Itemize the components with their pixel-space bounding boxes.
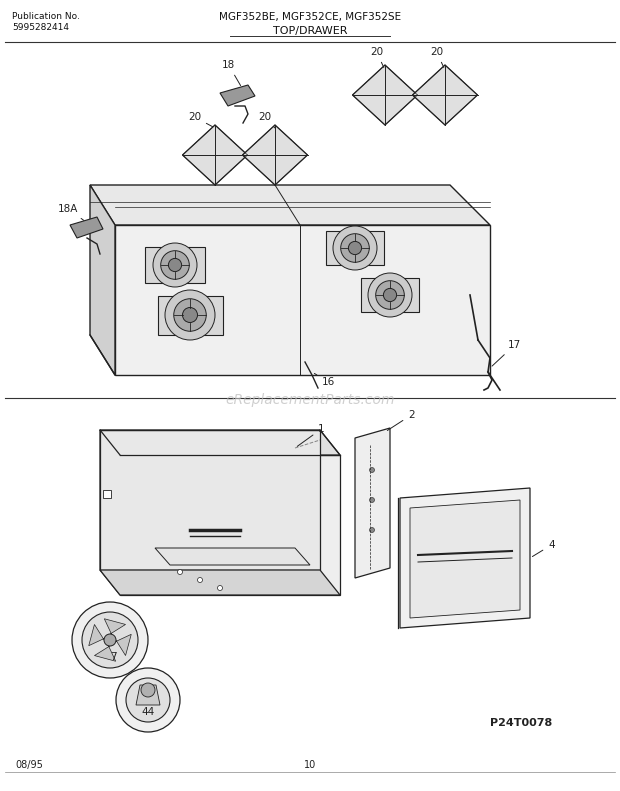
Polygon shape [220,85,255,106]
Polygon shape [100,430,320,570]
Polygon shape [400,488,530,628]
Circle shape [141,683,155,697]
Text: 2: 2 [388,410,415,430]
Circle shape [370,498,374,502]
Text: Publication No.: Publication No. [12,12,80,21]
Text: P24T0078: P24T0078 [490,718,552,728]
Circle shape [104,634,116,646]
Polygon shape [410,500,520,618]
Polygon shape [94,645,116,661]
Text: 08/95: 08/95 [15,760,43,770]
Text: 17: 17 [492,340,521,366]
Circle shape [174,299,206,331]
Text: 44: 44 [141,707,154,717]
Polygon shape [157,296,223,335]
Circle shape [161,251,189,279]
Circle shape [177,570,182,574]
Polygon shape [361,278,419,312]
Text: TOP/DRAWER: TOP/DRAWER [273,26,347,36]
Circle shape [169,259,182,271]
Circle shape [182,308,198,323]
Text: 5995282414: 5995282414 [12,23,69,32]
Polygon shape [100,430,340,455]
Circle shape [370,528,374,532]
Text: 1: 1 [297,424,325,446]
Polygon shape [100,570,340,595]
Text: 20: 20 [370,47,384,67]
Circle shape [348,241,361,255]
Polygon shape [155,548,310,565]
Circle shape [218,585,223,591]
Text: 7: 7 [110,652,117,662]
Circle shape [383,289,397,301]
Polygon shape [89,624,105,645]
Polygon shape [120,455,340,595]
Circle shape [376,281,404,309]
Text: eReplacementParts.com: eReplacementParts.com [225,393,395,407]
Text: 4: 4 [533,540,555,557]
Text: 20: 20 [188,112,213,127]
Polygon shape [326,231,384,266]
Polygon shape [355,428,390,578]
Text: 20: 20 [258,112,275,128]
Text: 18: 18 [222,60,241,85]
Polygon shape [100,430,120,595]
Circle shape [333,226,377,270]
Circle shape [153,243,197,287]
Circle shape [72,602,148,678]
Circle shape [341,233,370,263]
Circle shape [368,273,412,317]
Polygon shape [353,65,417,125]
Polygon shape [90,185,490,225]
Text: MGF352BE, MGF352CE, MGF352SE: MGF352BE, MGF352CE, MGF352SE [219,12,401,22]
Polygon shape [90,185,115,375]
Text: 16: 16 [314,373,335,387]
Polygon shape [136,685,160,705]
Polygon shape [115,225,490,375]
Polygon shape [182,125,247,185]
Polygon shape [115,634,131,656]
Polygon shape [104,619,126,635]
Polygon shape [145,247,205,283]
Polygon shape [242,125,308,185]
Bar [103,490,111,498]
Text: 18A: 18A [58,204,84,221]
Circle shape [116,668,180,732]
Circle shape [126,678,170,722]
Circle shape [198,577,203,582]
Circle shape [370,467,374,472]
Polygon shape [70,217,103,238]
Text: 10: 10 [304,760,316,770]
Circle shape [82,612,138,668]
Text: 20: 20 [430,47,444,67]
Circle shape [165,290,215,340]
Polygon shape [412,65,477,125]
